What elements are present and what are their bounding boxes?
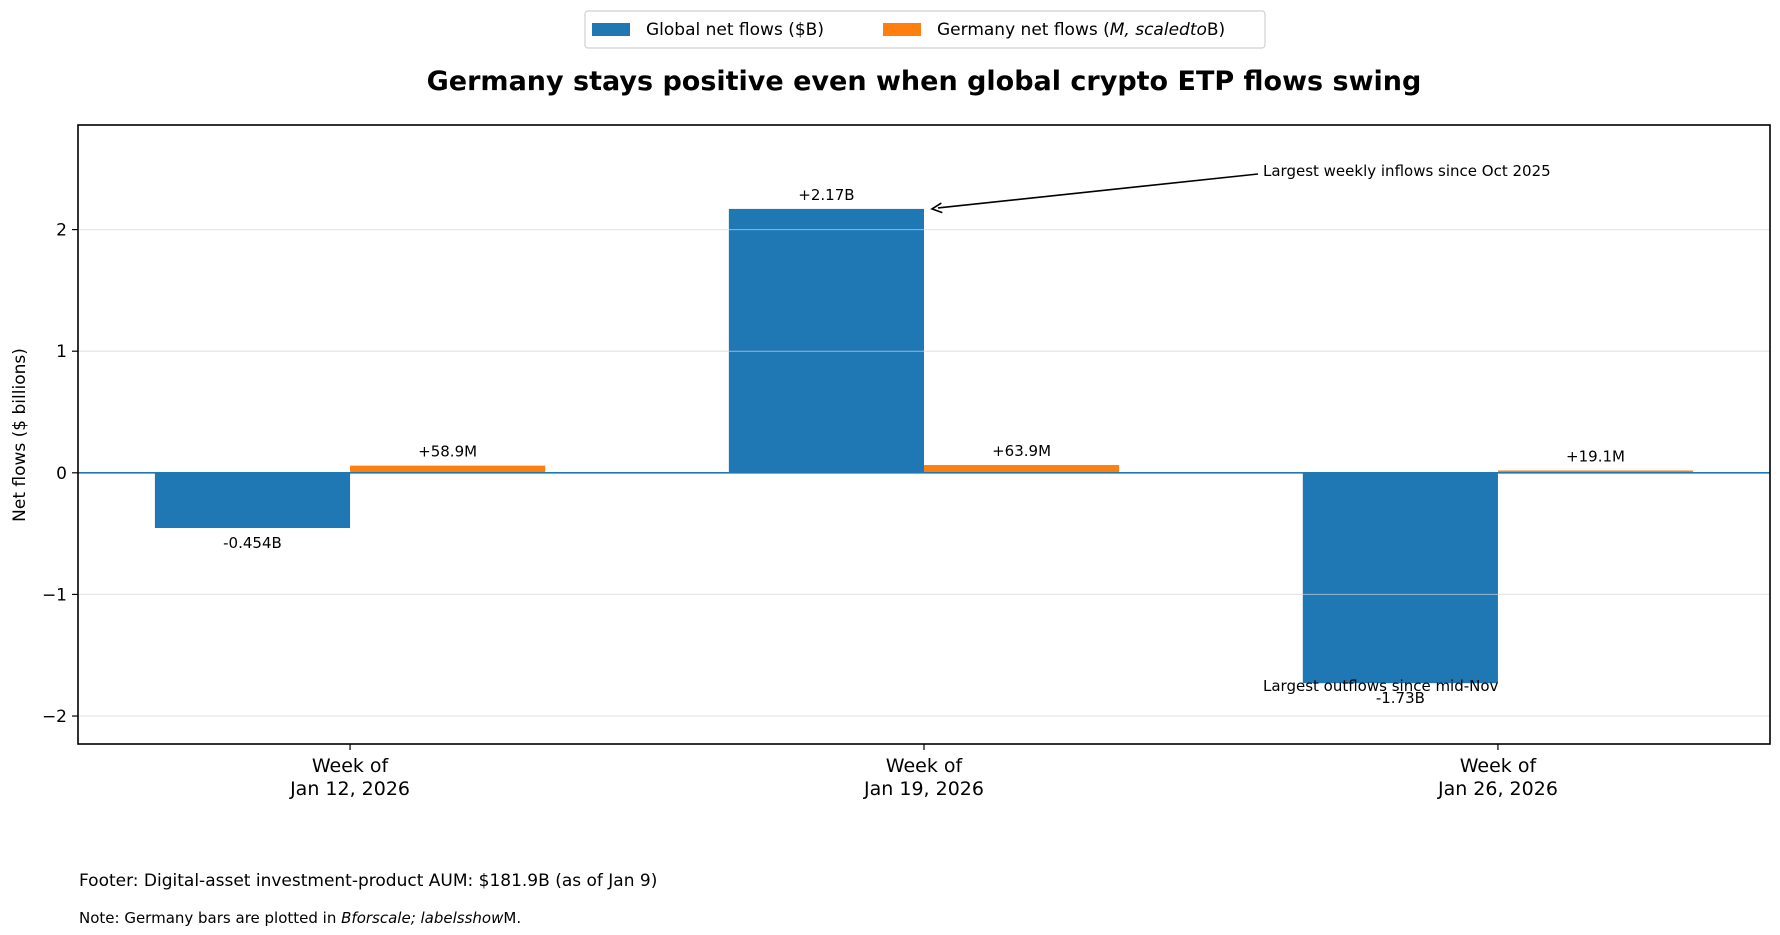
y-axis-ticks: −2 −1 0 1 2: [42, 221, 78, 727]
y-tick-label: −2: [42, 707, 67, 727]
legend-label-germany-part: M, scaledto: [1110, 20, 1207, 40]
y-tick-label: 0: [56, 464, 67, 484]
bar-value-labels: -0.454B +2.17B -1.73B +58.9M +63.9M +19.1M: [223, 186, 1625, 707]
footer-aum-text: Footer: Digital-asset investment-product…: [79, 871, 658, 891]
legend-swatch-germany: [883, 23, 921, 36]
footer-note-part: Bforscale; labelsshow: [341, 909, 504, 927]
y-tick-label: −1: [42, 585, 67, 605]
legend-swatch-global: [592, 23, 630, 36]
legend-label-germany-part: B): [1207, 20, 1225, 40]
bars: [78, 208, 1770, 684]
chart-title: Germany stays positive even when global …: [427, 66, 1422, 97]
bar-label-germany: +58.9M: [418, 443, 477, 461]
y-tick-label: 1: [56, 342, 67, 362]
bar-global: [1302, 472, 1498, 684]
x-tick-label: Jan 12, 2026: [289, 778, 410, 800]
legend-label-germany-part: Germany net flows (: [937, 20, 1110, 40]
x-tick-label: Jan 26, 2026: [1437, 778, 1558, 800]
legend-label-global: Global net flows ($B): [646, 20, 824, 40]
bar-germany: [350, 465, 546, 473]
annotation-arrowhead: [930, 202, 943, 214]
bar-label-germany: +63.9M: [992, 442, 1051, 460]
footer-note-part: M.: [503, 909, 522, 927]
x-tick-label: Jan 19, 2026: [863, 778, 984, 800]
gridlines-overlay: [78, 229, 1770, 717]
annotations: Largest weekly inflows since Oct 2025 Lar…: [930, 162, 1551, 695]
bar-label-global: +2.17B: [798, 186, 854, 204]
bar-germany: [1497, 470, 1694, 473]
bar-label-global: -0.454B: [223, 534, 282, 552]
annotation-inflows: Largest weekly inflows since Oct 2025: [1263, 162, 1551, 180]
x-tick-label: Week of: [312, 755, 390, 777]
legend-label-germany: Germany net flows (M, scaledtoB): [937, 20, 1225, 40]
footer-note-part: Note: Germany bars are plotted in: [79, 909, 342, 927]
y-tick-label: 2: [56, 221, 67, 241]
x-tick-label: Week of: [1460, 755, 1538, 777]
chart: Global net flows ($B) Germany net flows …: [10, 10, 1771, 800]
bar-germany: [924, 465, 1120, 473]
bar-label-global: -1.73B: [1376, 689, 1425, 707]
footer-note-text: Note: Germany bars are plotted in Bforsc…: [79, 909, 521, 927]
legend-frame: [584, 10, 1266, 49]
annotation-arrow-line: [937, 173, 1259, 209]
bar-global: [728, 208, 924, 473]
bar-global: [154, 472, 351, 529]
legend: Global net flows ($B) Germany net flows …: [584, 10, 1266, 49]
y-axis-label: Net flows ($ billions): [10, 348, 30, 522]
annotation-outflows: Largest outflows since mid-Nov: [1263, 677, 1499, 695]
bar-label-germany: +19.1M: [1566, 447, 1625, 465]
x-tick-label: Week of: [886, 755, 964, 777]
axes-frame: [77, 124, 1771, 745]
